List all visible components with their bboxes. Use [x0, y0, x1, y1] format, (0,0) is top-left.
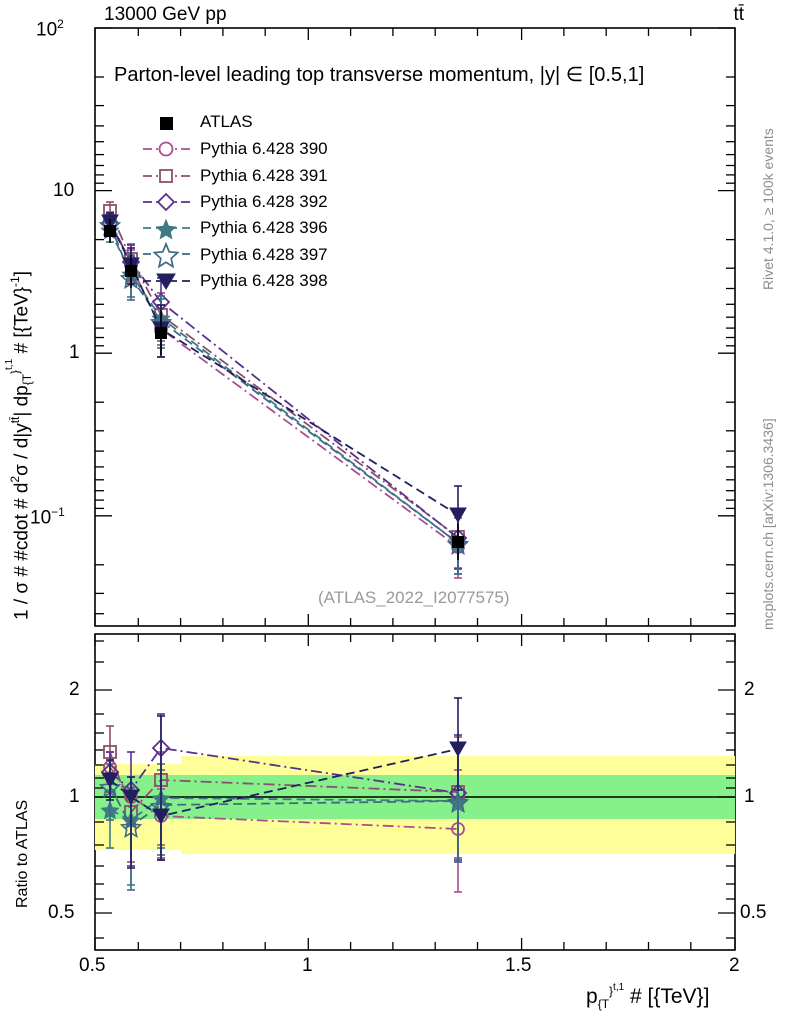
ratio-ytick-0p5: 0.5: [48, 902, 75, 923]
legend-marker-397: [143, 241, 190, 269]
header-beam: 13000 GeV pp: [104, 4, 227, 25]
legend-label-391[interactable]: Pythia 6.428 391: [200, 166, 328, 185]
x-axis-title: p{T}t,1 # [{TeV}]: [586, 982, 710, 1012]
series-390: [103, 211, 465, 579]
legend-marker-396: [143, 218, 190, 240]
xtick-0p5: 0.5: [79, 955, 106, 976]
xtick-1p5: 1.5: [505, 955, 532, 976]
legend-marker-391: [143, 169, 190, 183]
main-y-axis-title: 1 / σ # #cdot # d2σ / d|ytt̄| dp{T}t,1 #…: [4, 270, 35, 620]
ratio-bands-group: [95, 756, 735, 854]
legend-label-atlas[interactable]: ATLAS: [200, 112, 253, 131]
legend-marker-390: [143, 141, 190, 157]
main-y-axis-ticks: [95, 27, 735, 615]
series-392: [100, 213, 468, 570]
legend-marker-398: [143, 273, 190, 290]
ratio-data-group: [98, 697, 470, 893]
header-process: tt̄: [733, 4, 744, 25]
legend-marker-atlas: [160, 117, 173, 130]
ratio-series-398: [101, 697, 467, 869]
plot-title: Parton-level leading top transverse mome…: [114, 64, 645, 86]
main-panel-frame: [94, 27, 736, 627]
ratio-ytick-0p5-right: 0.5: [740, 902, 767, 923]
ratio-ytick-2: 2: [69, 679, 80, 700]
ytick-10: 10: [53, 180, 75, 201]
ytick-1: 1: [69, 342, 80, 363]
series-atlas: [104, 219, 464, 560]
legend-label-398[interactable]: Pythia 6.428 398: [200, 271, 328, 290]
main-x-axis-ticks: [94, 28, 736, 626]
main-data-group: [98, 201, 470, 579]
legend-label-397[interactable]: Pythia 6.428 397: [200, 245, 328, 264]
legend-markers: [143, 117, 190, 290]
ratio-series-397: [98, 743, 470, 891]
legend-marker-392: [143, 192, 190, 212]
ratio-ytick-1: 1: [69, 786, 80, 807]
legend-label-392[interactable]: Pythia 6.428 392: [200, 192, 328, 211]
ytick-1e-1: 10−1: [30, 505, 65, 529]
xtick-2: 2: [729, 955, 740, 976]
xtick-1: 1: [302, 955, 313, 976]
legend-label-390[interactable]: Pythia 6.428 390: [200, 139, 328, 158]
ytick-1e2: 102: [36, 17, 64, 41]
legend-label-396[interactable]: Pythia 6.428 396: [200, 218, 328, 237]
ratio-x-axis-ticks: [94, 634, 736, 950]
ratio-ytick-1-right: 1: [744, 786, 755, 807]
ratio-ytick-2-right: 2: [744, 679, 755, 700]
ratio-y-axis-title: Ratio to ATLAS: [14, 799, 31, 908]
analysis-watermark: (ATLAS_2022_I2077575): [318, 588, 510, 607]
series-397: [98, 213, 470, 575]
